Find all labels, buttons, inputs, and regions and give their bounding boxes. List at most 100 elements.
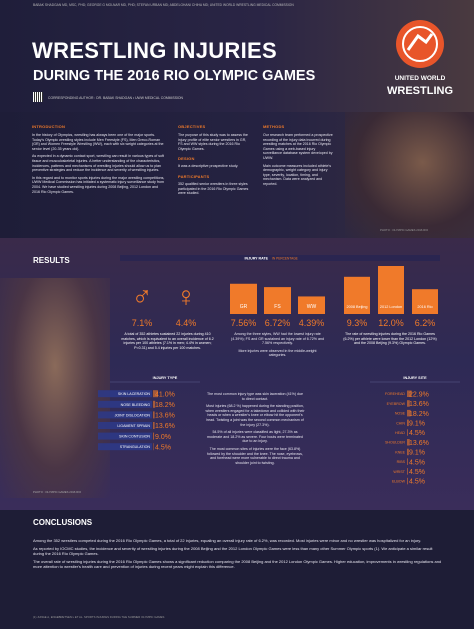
site-value: 4.5% [409, 430, 425, 437]
bar [378, 266, 404, 314]
type-bar [153, 422, 155, 429]
site-category: ELBOW [392, 480, 406, 484]
type-category: STRANGULATION [120, 445, 151, 449]
bar-value: 7.56% [231, 318, 257, 328]
site-value: 9.1% [409, 450, 425, 457]
site-bar [407, 390, 412, 397]
site-category: WRIST [393, 470, 405, 474]
heading: OBJECTIVES [178, 124, 206, 129]
gender-symbol: ♀ [176, 281, 197, 312]
site-bar [407, 429, 408, 436]
bar-value: 4.39% [299, 318, 325, 328]
type-label-box [98, 411, 152, 419]
type-value: 41.0% [155, 391, 175, 398]
type-label-box [98, 390, 152, 398]
type-bar [153, 400, 156, 408]
type-label-box [98, 422, 152, 429]
site-category: CHIN [396, 421, 405, 425]
paragraph: In this regard and to monitor sports inj… [32, 175, 165, 194]
site-category: HEAD [395, 431, 405, 435]
site-value: 13.6% [409, 440, 429, 447]
type-label-box [98, 432, 152, 440]
heading: DESIGN [178, 156, 195, 162]
type-value: 9.0% [155, 434, 171, 441]
center-text: The most common injury type was skin lac… [205, 392, 305, 468]
site-bar [407, 439, 410, 446]
site-category: NOSE [395, 412, 406, 416]
gender-value: 4.4% [176, 318, 197, 328]
authors: BABAK SHADGAN MD, MSC, PHD; GEORGE G MOL… [33, 3, 294, 7]
rate-band [120, 255, 440, 261]
conclusions-heading: CONCLUSIONS [33, 518, 93, 527]
heading: INTRODUCTION [32, 124, 66, 129]
bar [344, 276, 370, 314]
site-bar [407, 458, 408, 465]
type-category: SKIN CONTUSION [119, 435, 150, 439]
paragraph: The purpose of this study was to assess … [178, 133, 248, 151]
objectives: OBJECTIVES The purpose of this study was… [178, 124, 250, 199]
type-category: LIGAMENT SPRAIN [117, 424, 150, 428]
logo: UNITED WORLD WRESTLING [387, 20, 453, 97]
footer: (1) JUNGE A, ENGEBRETSEN L ET AL. SPORTS… [33, 615, 165, 619]
site-category: EYEBROW [387, 402, 406, 406]
site-value: 4.5% [409, 479, 425, 486]
games-text: The rate of wrestling injuries during th… [343, 332, 437, 346]
logo-line1: UNITED WORLD [395, 75, 446, 82]
bar-value: 6.72% [265, 318, 291, 328]
type-bar [153, 432, 155, 440]
results-section: RESULTS PHOTO : OLYMPIC GAMES 2016 RIO I… [0, 238, 474, 510]
photo-placeholder [345, 112, 474, 238]
type-value: 13.6% [155, 423, 175, 430]
paragraph: In the history of Olympics, wrestling ha… [32, 133, 164, 151]
site-bar [407, 448, 409, 456]
type-label-box [98, 400, 152, 408]
header: BABAK SHADGAN MD, MSC, PHD; GEORGE G MOL… [0, 0, 474, 112]
type-bar [153, 443, 154, 451]
qr-code [33, 92, 43, 102]
introduction: INTRODUCTION In the history of Olympics,… [32, 124, 165, 197]
paragraph: Most injuries (68.2 %) happened during t… [205, 404, 305, 427]
gender-text: A total of 352 athletes sustained 22 inj… [121, 332, 214, 350]
paragraph: The overall rate of wrestling injuries d… [33, 559, 442, 569]
site-bar [407, 409, 411, 417]
type-label: INJURY TYPE [153, 376, 178, 380]
bar-category: 2008 Beijing [347, 305, 368, 309]
conclusions-text: Among the 352 wrestlers competed during … [33, 538, 443, 572]
bar-value: 6.2% [415, 318, 436, 328]
type-category: NOSE BLEEDING [121, 403, 151, 407]
bar [264, 287, 291, 314]
bar-category: 2016 Rio [417, 305, 432, 309]
photo-credit: PHOTO : OLYMPIC GAMES 2016 RIO [380, 228, 429, 232]
logo-line2: WRESTLING [387, 85, 453, 97]
site-value: 9.1% [409, 421, 425, 428]
site-label: INJURY SITE [403, 376, 427, 380]
gender-value: 7.1% [132, 318, 153, 328]
bar-value: 12.0% [378, 318, 404, 328]
site-value: 13.6% [409, 401, 429, 408]
bar-category: 2012 London [380, 305, 402, 309]
paragraph: Among the 352 wrestlers competed during … [33, 538, 422, 543]
site-value: 22.9% [409, 391, 429, 398]
paragraph: Main outcome measures included athlete's… [263, 163, 332, 186]
logo-ring [402, 26, 438, 62]
type-label-box [98, 443, 152, 451]
bar [298, 296, 325, 314]
title-line1: WRESTLING INJURIES [32, 38, 277, 63]
site-category: RIBS [397, 460, 406, 464]
type-value: 13.6% [155, 413, 175, 420]
paragraph: More injuries were observed in the middl… [238, 348, 317, 358]
type-value: 4.5% [155, 444, 171, 451]
paragraph: Our research team performed a prospectiv… [263, 133, 333, 160]
rate-label: INJURY RATE [245, 257, 269, 261]
paragraph: As reported by IOCMC studies, the incide… [33, 546, 433, 556]
site-category: FOREHEAD [385, 392, 405, 396]
type-category: SKIN LACERATION [118, 392, 150, 396]
bar [230, 283, 257, 314]
site-category: KNEE [395, 450, 405, 454]
heading: METHODS [263, 124, 285, 129]
intro-section: INTRODUCTION In the history of Olympics,… [0, 112, 474, 238]
paragraph: The most common sites of injuries were t… [207, 446, 303, 465]
style-text: Among the three styles, WW had the lowes… [230, 332, 325, 361]
type-value: 18.2% [155, 402, 175, 409]
